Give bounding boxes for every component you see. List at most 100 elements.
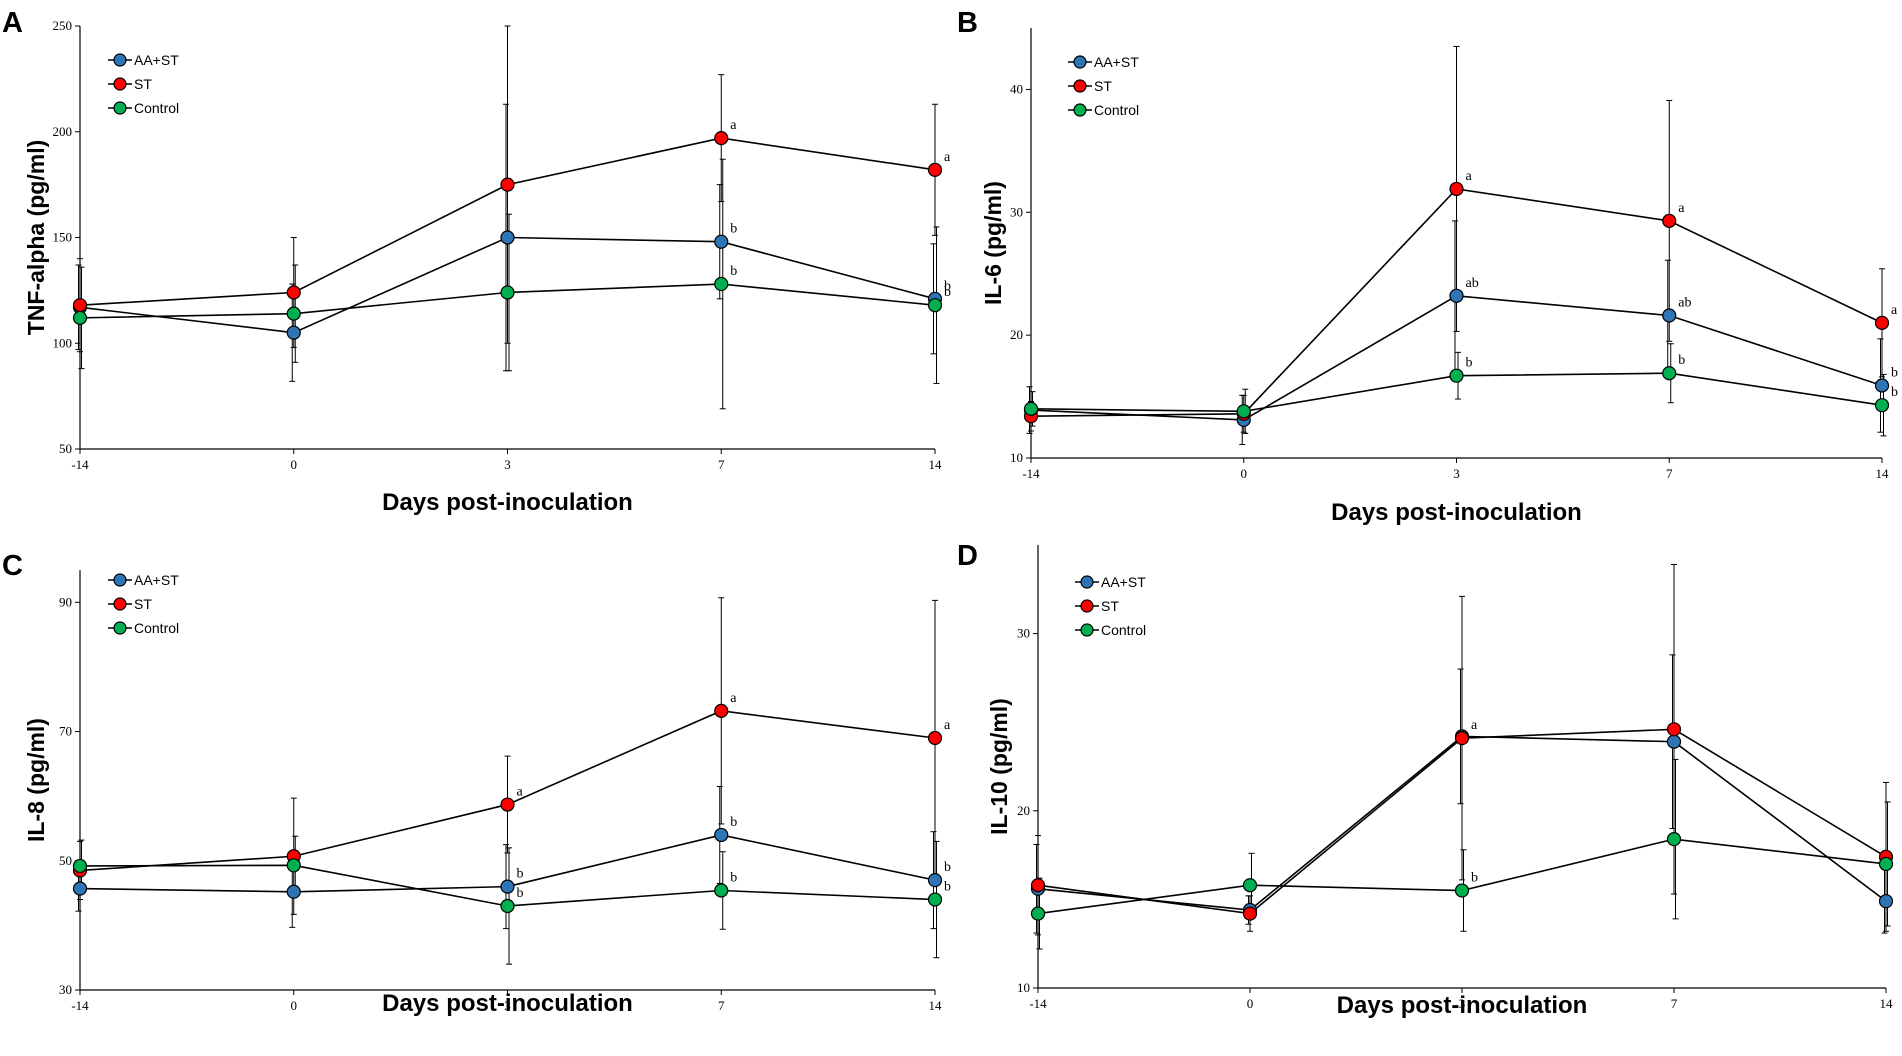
y-tick-label: 30 <box>59 982 72 997</box>
data-point <box>500 177 515 192</box>
legend-marker <box>113 53 127 67</box>
significance-label: b <box>730 264 737 279</box>
significance-label: a <box>517 785 524 800</box>
data-point <box>714 130 729 146</box>
y-axis-title: IL-8 (pg/ml) <box>23 718 49 842</box>
data-point <box>927 162 943 177</box>
data-point <box>1236 404 1251 419</box>
data-point <box>714 234 729 249</box>
data-point <box>286 285 301 300</box>
significance-label: b <box>1466 356 1473 371</box>
legend-label: Control <box>1094 102 1139 118</box>
x-tick-label: 14 <box>1876 466 1890 481</box>
x-tick-label: 7 <box>718 998 725 1013</box>
significance-label: a <box>1471 718 1478 733</box>
legend-label: AA+ST <box>134 572 179 588</box>
panel-a: A 50 100 150 200 250 -14 0 3 7 14 Days post-inocula… <box>2 7 951 516</box>
x-tick-label: 0 <box>291 998 298 1013</box>
data-point <box>714 827 729 843</box>
data-point <box>72 310 88 325</box>
panel-d: D 10 20 30 -14 0 3 7 14 Days post-inoculation IL-1… <box>957 540 1894 1019</box>
legend-label: ST <box>134 596 152 612</box>
x-tick-label: 0 <box>1241 466 1248 481</box>
data-point <box>1874 378 1890 393</box>
y-axis-title: IL-6 (pg/ml) <box>980 181 1006 305</box>
x-tick-label: -14 <box>71 998 89 1013</box>
legend-marker <box>1073 79 1087 93</box>
data-point <box>927 298 943 313</box>
data-point <box>1878 894 1894 909</box>
legend-label: ST <box>1094 78 1112 94</box>
significance-label: b <box>944 279 951 294</box>
legend-label: Control <box>134 100 179 116</box>
panel-letter: A <box>2 7 23 39</box>
y-tick-label: 100 <box>53 335 73 350</box>
panel-c: C 30 50 70 90 -14 0 3 7 14 Days post-inoculation IL… <box>2 550 951 1017</box>
data-point <box>1454 883 1470 898</box>
x-tick-label: 7 <box>1666 466 1673 481</box>
legend-marker <box>1080 623 1094 637</box>
significance-label: b <box>517 886 524 901</box>
significance-label: a <box>1678 201 1685 216</box>
x-tick-label: -14 <box>1022 466 1040 481</box>
data-point <box>286 858 301 873</box>
data-point <box>72 881 88 896</box>
panel-letter: D <box>957 540 978 572</box>
y-tick-label: 200 <box>53 124 73 139</box>
significance-label: b <box>730 870 737 885</box>
data-point <box>1030 878 1046 893</box>
x-tick-label: 0 <box>291 457 298 472</box>
significance-label: b <box>1471 871 1478 886</box>
data-point <box>1666 734 1682 749</box>
y-tick-label: 10 <box>1017 980 1030 995</box>
data-point <box>286 884 301 899</box>
data-point <box>286 306 301 321</box>
legend-marker <box>113 621 127 635</box>
x-tick-label: -14 <box>71 457 89 472</box>
legend-label: ST <box>134 76 152 92</box>
data-point <box>500 230 515 245</box>
data-point <box>1666 832 1682 847</box>
significance-label: a <box>1891 303 1898 318</box>
panel-letter: C <box>2 550 23 582</box>
x-tick-label: 3 <box>504 457 511 472</box>
significance-label: a <box>730 118 737 133</box>
data-point <box>714 276 729 292</box>
x-axis-title: Days post-inoculation <box>1337 992 1588 1019</box>
x-axis-title: Days post-inoculation <box>1331 499 1582 526</box>
legend-label: AA+ST <box>134 52 179 68</box>
data-point <box>1242 906 1258 921</box>
data-point <box>1449 368 1464 383</box>
y-tick-label: 30 <box>1010 204 1023 219</box>
significance-label: b <box>1891 385 1898 400</box>
data-point <box>286 325 301 340</box>
y-axis-title: TNF-alpha (pg/ml) <box>23 140 49 335</box>
x-tick-label: 7 <box>1671 996 1678 1011</box>
legend-marker <box>113 573 127 587</box>
data-point <box>1454 731 1470 746</box>
x-tick-label: -14 <box>1029 996 1047 1011</box>
legend-marker <box>1080 575 1094 589</box>
data-point <box>1666 722 1682 737</box>
x-tick-label: 3 <box>1459 996 1466 1011</box>
significance-label: b <box>944 285 951 300</box>
y-tick-label: 50 <box>59 853 72 868</box>
legend-label: AA+ST <box>1101 574 1146 590</box>
significance-label: a <box>944 150 951 165</box>
y-tick-label: 20 <box>1010 327 1023 342</box>
panel-letter: B <box>957 7 978 39</box>
x-tick-label: 7 <box>718 457 725 472</box>
significance-label: a <box>944 718 951 733</box>
legend-label: Control <box>134 620 179 636</box>
legend-marker <box>1073 55 1087 69</box>
significance-label: ab <box>1466 276 1479 291</box>
data-point <box>927 730 943 746</box>
significance-label: a <box>1466 169 1473 184</box>
data-point <box>1662 366 1677 381</box>
x-tick-label: 3 <box>504 998 511 1013</box>
data-point <box>1874 315 1890 330</box>
data-point <box>500 285 515 300</box>
data-point <box>927 892 943 907</box>
y-tick-label: 40 <box>1010 81 1023 96</box>
